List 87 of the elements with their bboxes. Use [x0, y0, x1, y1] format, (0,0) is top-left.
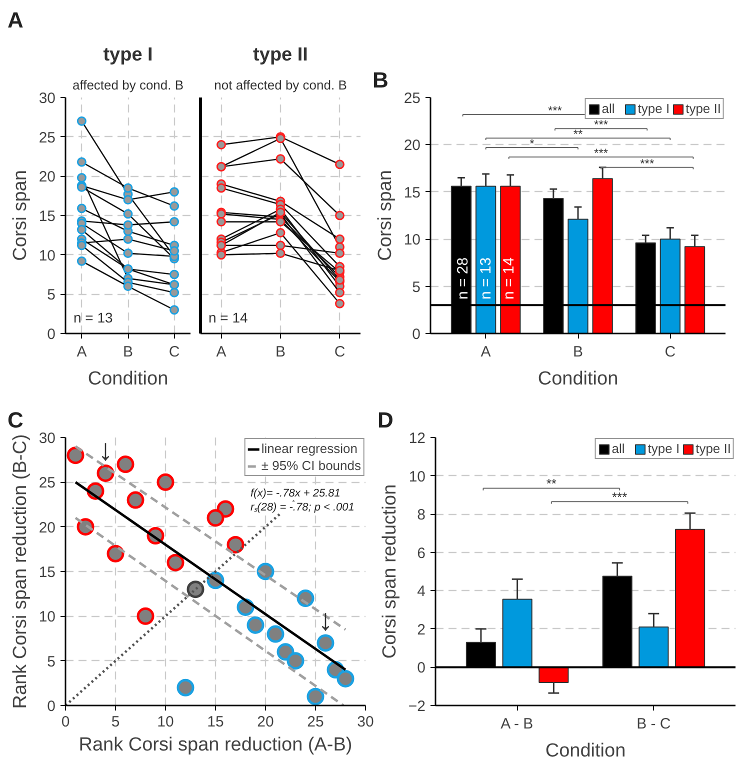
chart-title: type II [253, 44, 308, 66]
text: C [8, 408, 24, 432]
chart-subtitle: affected by cond. B [72, 78, 184, 92]
y-tick-label: 20 [404, 137, 421, 154]
y-tick-label: 15 [404, 184, 421, 202]
annotation: n = 13 [477, 257, 494, 300]
x-tick-label: 5 [111, 714, 120, 730]
chart-title: type I [103, 44, 153, 66]
x-axis-title: Condition [538, 368, 618, 390]
annotation: f(x)= -.78x + 25.81 [250, 488, 340, 500]
legend-label: all [602, 101, 616, 116]
annotation: ** [573, 127, 583, 142]
legend-label: type II [686, 101, 721, 116]
y-tick-label: −2 [408, 698, 426, 715]
y-tick-label: 0 [47, 698, 56, 715]
annotation: *** [594, 118, 608, 132]
legend-label: type I [648, 441, 680, 456]
y-tick-label: 20 [38, 168, 56, 186]
x-axis-title: Rank Corsi span reduction (A-B) [78, 734, 352, 756]
legend-label: all [612, 441, 626, 456]
x-tick-label: B [123, 344, 134, 360]
y-tick-label: 5 [47, 286, 56, 304]
y-tick-label: 5 [412, 278, 420, 296]
y-tick-label: 15 [38, 208, 56, 225]
annotation: *** [640, 156, 654, 170]
x-tick-label: 20 [257, 714, 274, 730]
x-tick-label: 30 [357, 714, 374, 730]
y-tick-label: 20 [38, 519, 56, 536]
annotation: ** [546, 476, 556, 492]
text: D [378, 408, 394, 432]
y-tick-label: 0 [47, 326, 56, 343]
chart-subtitle: not affected by cond. B [214, 78, 347, 92]
y-tick-label: 10 [38, 608, 56, 626]
y-tick-label: 25 [404, 90, 421, 107]
annotation: n = 28 [454, 257, 472, 300]
y-axis-title: Corsi span [10, 170, 31, 261]
legend-label: type I [638, 101, 670, 116]
y-tick-label: 4 [417, 583, 426, 600]
y-tick-label: 6 [417, 544, 426, 562]
x-tick-label: B [276, 344, 286, 360]
text: A [8, 8, 24, 32]
y-tick-label: 8 [417, 506, 426, 524]
x-tick-label: C [334, 344, 346, 360]
x-tick-label: 25 [307, 714, 324, 730]
text: B [372, 68, 388, 92]
y-axis-title: Rank Corsi span reduction (B-C) [10, 434, 31, 709]
annotation: ↓ [318, 604, 333, 637]
y-tick-label: 30 [38, 430, 56, 447]
x-tick-label: B [573, 344, 584, 360]
y-tick-label: 25 [38, 474, 56, 492]
y-tick-label: 10 [38, 247, 56, 264]
annotation: rₛ(28) = -.78; p < .001 [250, 502, 354, 514]
annotation: n = 14 [500, 257, 518, 300]
annotation: n = 14 [208, 310, 248, 326]
x-axis-title: Condition [545, 740, 626, 762]
x-tick-label: B - C [636, 716, 671, 732]
y-tick-label: 12 [408, 430, 426, 447]
x-tick-label: 10 [157, 714, 174, 730]
x-tick-label: C [168, 344, 180, 360]
legend-label: linear regression [261, 441, 358, 456]
y-tick-label: 30 [38, 90, 56, 107]
annotation: *** [548, 103, 562, 118]
y-axis-title: Corsi span reduction [379, 484, 400, 659]
x-axis-title: Condition [88, 368, 168, 390]
x-tick-label: 0 [61, 714, 70, 730]
y-tick-label: 10 [408, 468, 426, 486]
legend-label: ± 95% CI bounds [261, 458, 361, 473]
annotation: n = 13 [74, 310, 114, 326]
annotation: * [530, 136, 535, 151]
y-tick-label: 0 [412, 326, 420, 343]
y-tick-label: 15 [38, 564, 56, 581]
y-tick-label: 2 [417, 621, 426, 638]
annotation: *** [612, 490, 628, 505]
y-axis-title: Corsi span [374, 170, 396, 261]
annotation: ↓ [98, 434, 113, 468]
x-tick-label: 15 [207, 714, 224, 730]
x-tick-label: A - B [500, 716, 534, 732]
y-tick-label: 5 [47, 653, 56, 670]
annotation: *** [594, 146, 608, 160]
x-tick-label: A [480, 344, 491, 360]
x-tick-label: C [664, 344, 676, 360]
y-tick-label: 0 [417, 660, 426, 677]
x-tick-label: A [76, 344, 87, 360]
y-tick-label: 10 [404, 232, 421, 249]
x-tick-label: A [216, 344, 226, 360]
y-tick-label: 25 [38, 129, 56, 146]
legend-label: type II [696, 441, 731, 456]
